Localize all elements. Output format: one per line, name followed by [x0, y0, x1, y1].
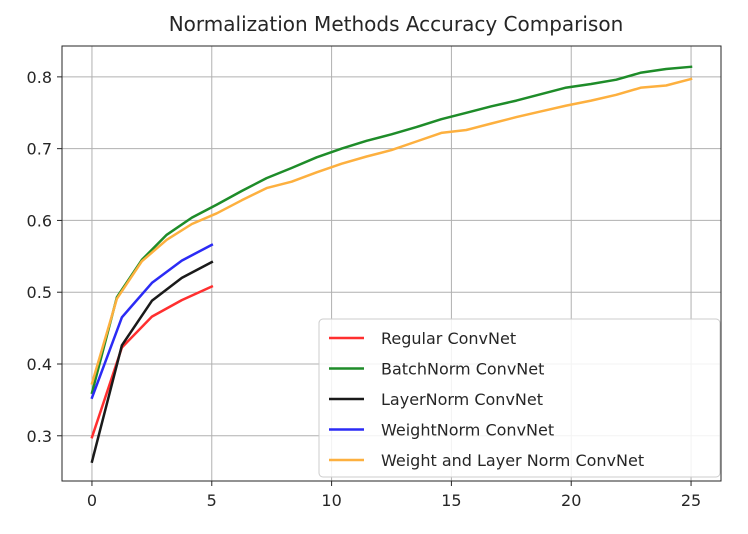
legend-label: BatchNorm ConvNet [381, 360, 544, 379]
y-tick-label: 0.3 [27, 427, 52, 446]
series-line-1 [90, 284, 214, 439]
x-tick-label: 20 [561, 491, 581, 510]
x-tick-label: 15 [441, 491, 461, 510]
legend-label: LayerNorm ConvNet [381, 390, 543, 409]
series-line-3 [90, 260, 214, 464]
series-lines [90, 65, 693, 464]
legend: Regular ConvNet BatchNorm ConvNet LayerNor… [318, 318, 721, 478]
x-tick-label: 10 [321, 491, 341, 510]
legend-label: Regular ConvNet [381, 329, 516, 348]
y-tick-label: 0.7 [27, 140, 52, 159]
series-line-2 [90, 65, 693, 395]
x-axis-ticks: 0 5 10 15 20 25 [87, 481, 701, 510]
y-tick-label: 0.8 [27, 68, 52, 87]
x-tick-label: 5 [207, 491, 217, 510]
series-line-4 [90, 243, 214, 400]
chart-title: Normalization Methods Accuracy Compariso… [169, 12, 624, 36]
x-tick-label: 0 [87, 491, 97, 510]
legend-label: WeightNorm ConvNet [381, 421, 554, 440]
y-axis-ticks: 0.3 0.4 0.5 0.6 0.7 0.8 [27, 68, 62, 446]
series-line-5 [90, 77, 693, 385]
y-tick-label: 0.4 [27, 355, 52, 374]
x-tick-label: 25 [681, 491, 701, 510]
legend-label: Weight and Layer Norm ConvNet [381, 451, 644, 470]
plot-frame [61, 45, 722, 482]
y-tick-label: 0.6 [27, 211, 52, 230]
legend-box [318, 318, 721, 478]
y-tick-label: 0.5 [27, 283, 52, 302]
